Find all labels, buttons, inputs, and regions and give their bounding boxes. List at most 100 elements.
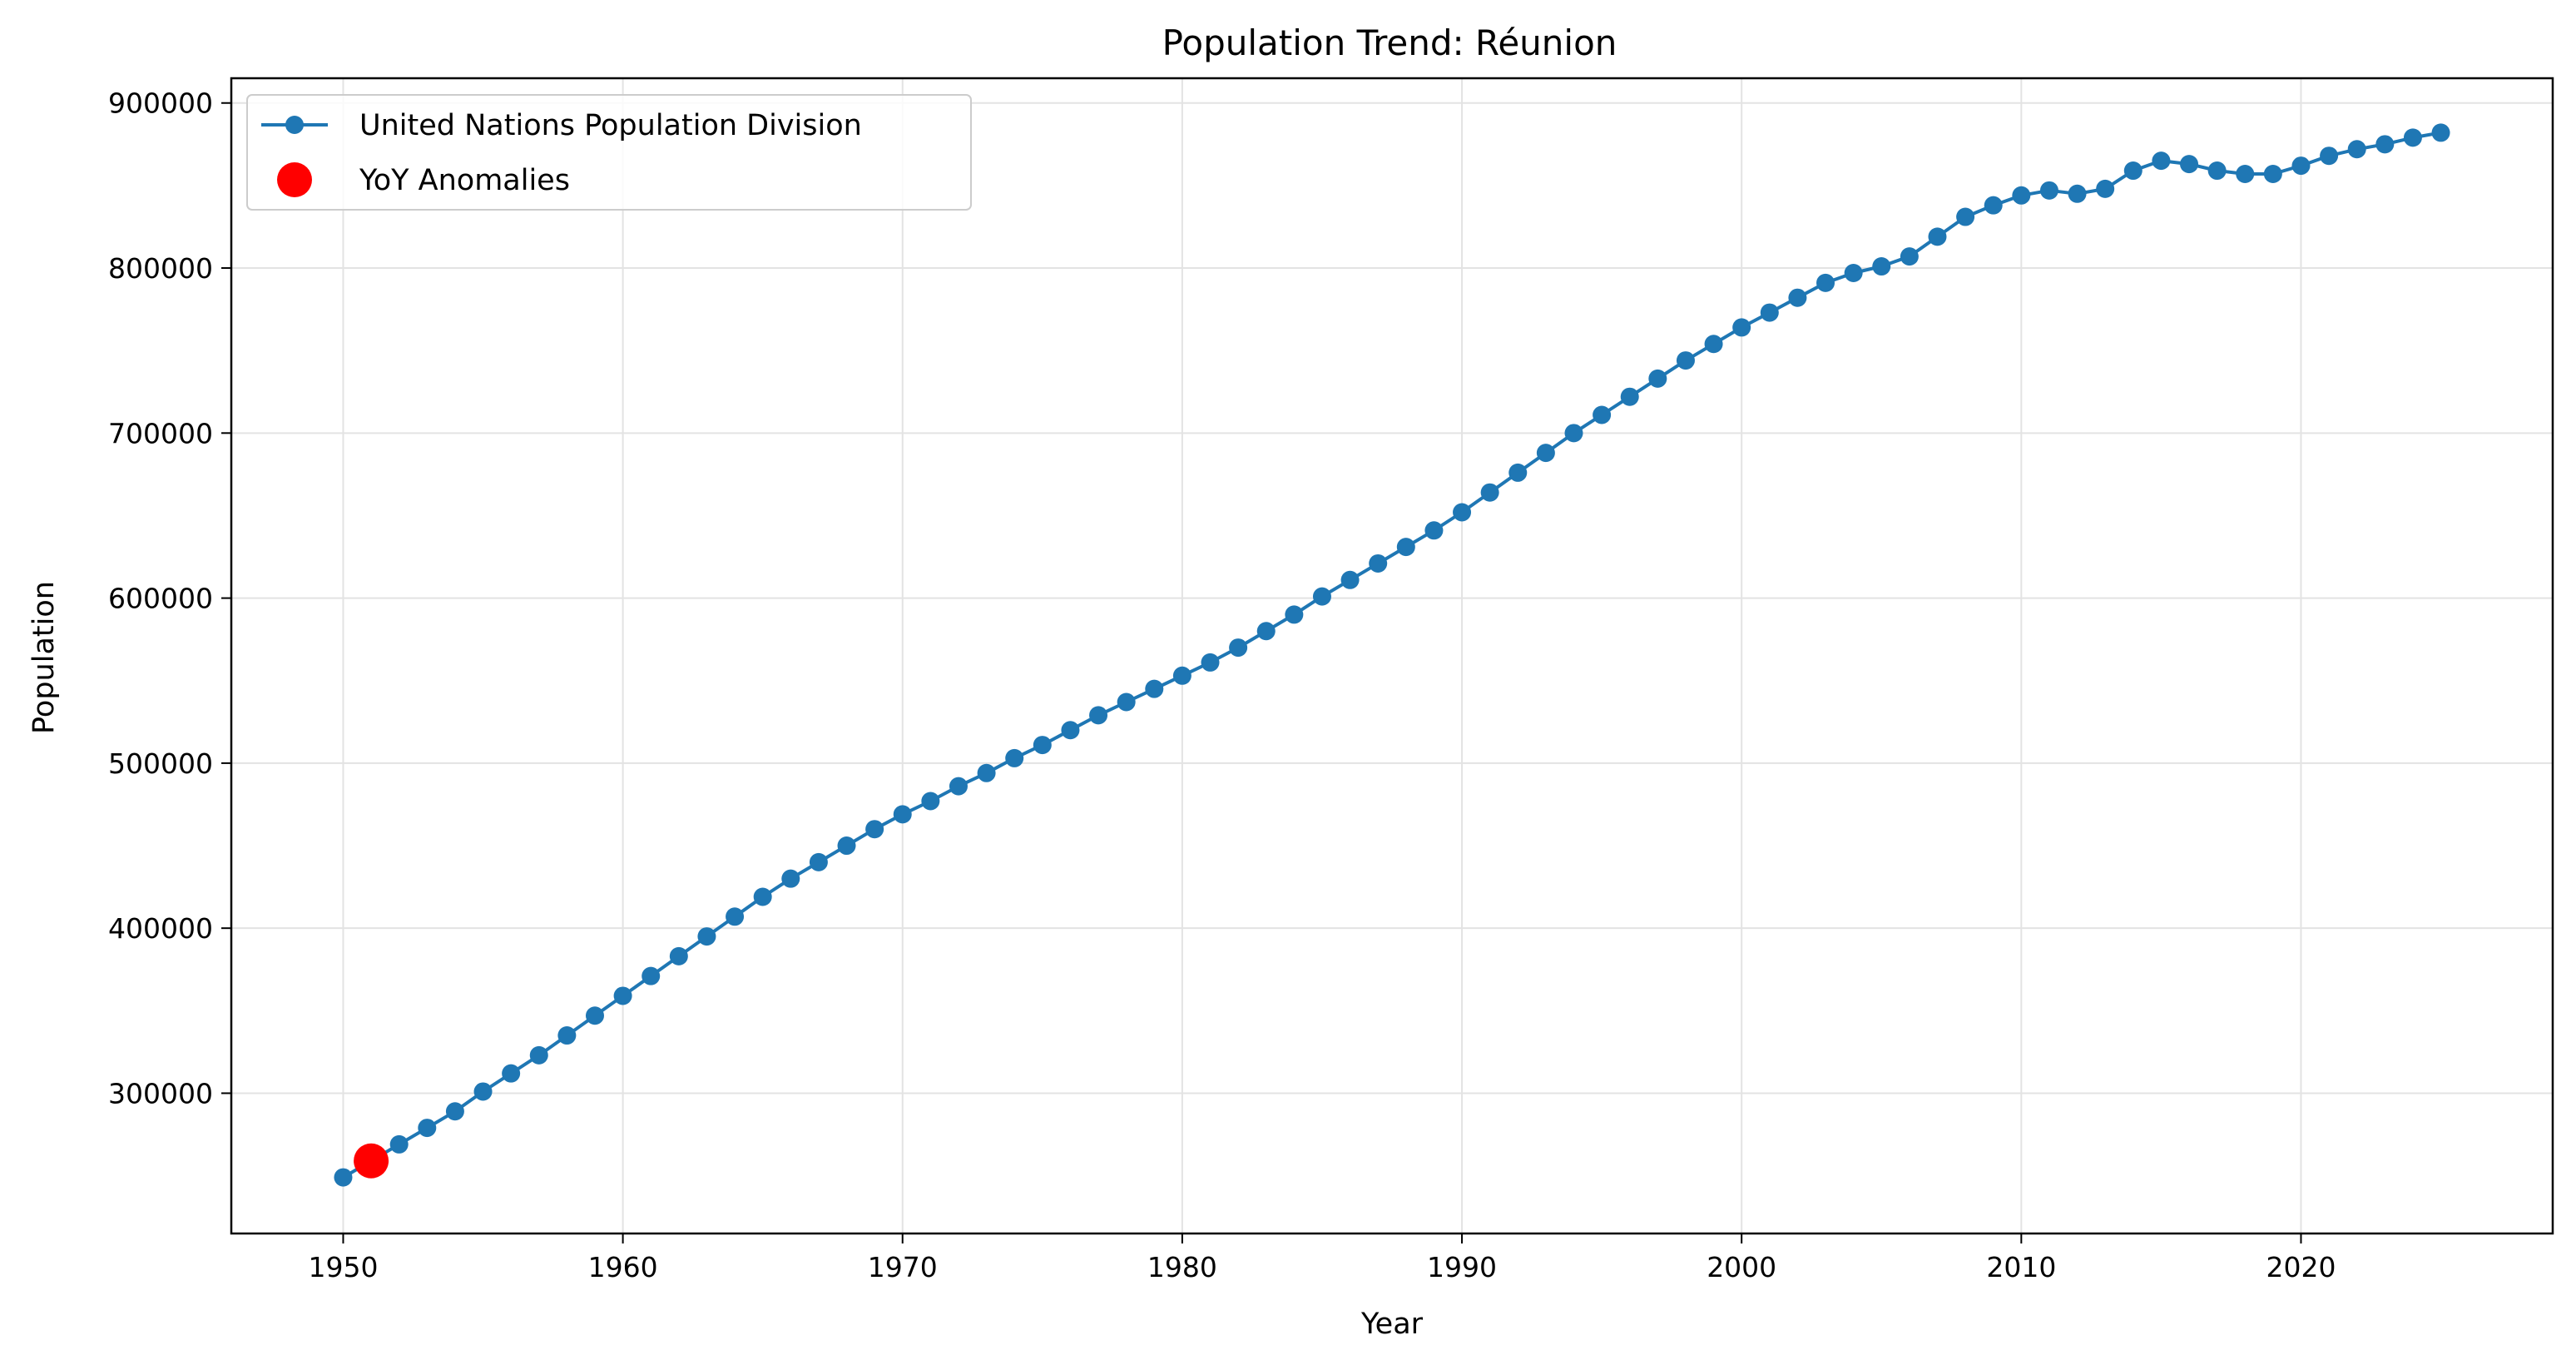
- population-point: [1620, 387, 1639, 406]
- population-point: [1760, 303, 1779, 322]
- population-point: [2347, 140, 2366, 159]
- population-point: [2320, 146, 2339, 166]
- population-point: [697, 927, 716, 946]
- population-point: [1816, 273, 1835, 292]
- population-point: [1396, 538, 1415, 557]
- y-axis-label: Population: [27, 581, 61, 734]
- population-point: [1312, 587, 1331, 606]
- legend-anomaly-marker: [277, 162, 312, 197]
- y-tick-label: 900000: [108, 87, 213, 120]
- population-line: [342, 131, 2441, 1179]
- population-point: [1172, 666, 1191, 685]
- population-point: [1956, 207, 1975, 226]
- population-point: [1005, 748, 1024, 767]
- gridlines: [231, 78, 2553, 1233]
- population-point: [1788, 288, 1807, 307]
- population-point: [2263, 165, 2282, 184]
- y-tick-label: 500000: [108, 747, 213, 780]
- x-tick-label: 1950: [308, 1251, 378, 1283]
- population-point: [445, 1102, 464, 1121]
- population-point: [1256, 622, 1276, 641]
- population-point: [529, 1045, 548, 1065]
- population-point: [1061, 721, 1080, 740]
- x-tick-label: 2020: [2266, 1251, 2336, 1283]
- population-point: [1201, 653, 1220, 672]
- population-point: [1676, 351, 1695, 370]
- population-point: [1340, 570, 1360, 589]
- population-point: [2403, 128, 2422, 147]
- population-point: [2431, 123, 2450, 142]
- population-point: [1844, 263, 1863, 282]
- population-point: [1536, 444, 1555, 463]
- population-point: [753, 887, 772, 906]
- population-point: [1229, 638, 1248, 658]
- population-point: [2207, 161, 2227, 181]
- population-point: [1508, 463, 1528, 482]
- population-point: [2236, 165, 2255, 184]
- legend-label-un: United Nations Population Division: [359, 109, 862, 142]
- y-tick-label: 600000: [108, 583, 213, 615]
- population-point: [669, 946, 688, 965]
- population-point: [1285, 605, 1304, 624]
- population-point: [949, 777, 968, 796]
- population-point: [1564, 424, 1583, 443]
- y-tick-label: 300000: [108, 1077, 213, 1109]
- population-point: [921, 792, 940, 811]
- population-point: [1117, 692, 1136, 712]
- population-point: [781, 869, 800, 888]
- population-point: [1648, 369, 1667, 388]
- population-point: [809, 852, 828, 871]
- population-point: [1033, 736, 1052, 755]
- population-point: [389, 1134, 409, 1154]
- population-point: [2180, 155, 2199, 174]
- population-point: [726, 907, 745, 926]
- population-point: [2375, 135, 2395, 154]
- population-point: [1872, 257, 1891, 276]
- population-point: [502, 1064, 521, 1083]
- population-point: [1593, 405, 1612, 424]
- population-point: [2291, 156, 2311, 176]
- legend-line-marker: [285, 116, 304, 134]
- population-point: [557, 1026, 577, 1045]
- population-point: [2096, 179, 2115, 198]
- population-point: [865, 820, 884, 839]
- population-point: [977, 763, 996, 782]
- plot-frame: [230, 77, 2554, 1235]
- population-point: [2012, 186, 2031, 205]
- population-point: [2039, 181, 2058, 200]
- series-layer: [334, 123, 2450, 1187]
- population-point: [837, 836, 856, 856]
- y-tick-label: 400000: [108, 912, 213, 945]
- population-point: [2152, 151, 2171, 171]
- population-point: [585, 1006, 604, 1025]
- population-point: [1928, 227, 1947, 246]
- population-point: [642, 966, 661, 985]
- population-point: [1480, 483, 1499, 502]
- population-point: [1984, 196, 2003, 215]
- y-tick-label: 700000: [108, 417, 213, 449]
- legend-box: [246, 94, 972, 211]
- population-point: [1089, 706, 1108, 725]
- population-point: [893, 805, 912, 824]
- population-point: [2123, 161, 2143, 181]
- x-tick-label: 2000: [1707, 1251, 1776, 1283]
- population-point: [1369, 553, 1388, 573]
- population-point: [334, 1168, 353, 1187]
- x-tick-label: 2010: [1986, 1251, 2056, 1283]
- population-point: [1453, 503, 1472, 522]
- x-tick-label: 1970: [868, 1251, 938, 1283]
- chart-title: Population Trend: Réunion: [1162, 22, 1617, 63]
- legend-label-anomalies: YoY Anomalies: [359, 164, 570, 197]
- population-point: [1424, 521, 1444, 540]
- population-point: [1732, 318, 1751, 337]
- x-axis-label: Year: [1360, 1308, 1424, 1341]
- population-point: [473, 1082, 493, 1101]
- population-point: [418, 1119, 437, 1138]
- population-point: [613, 986, 632, 1005]
- x-tick-label: 1960: [588, 1251, 658, 1283]
- x-tick-label: 1980: [1147, 1251, 1217, 1283]
- population-point: [1704, 335, 1723, 354]
- population-point: [1145, 679, 1164, 698]
